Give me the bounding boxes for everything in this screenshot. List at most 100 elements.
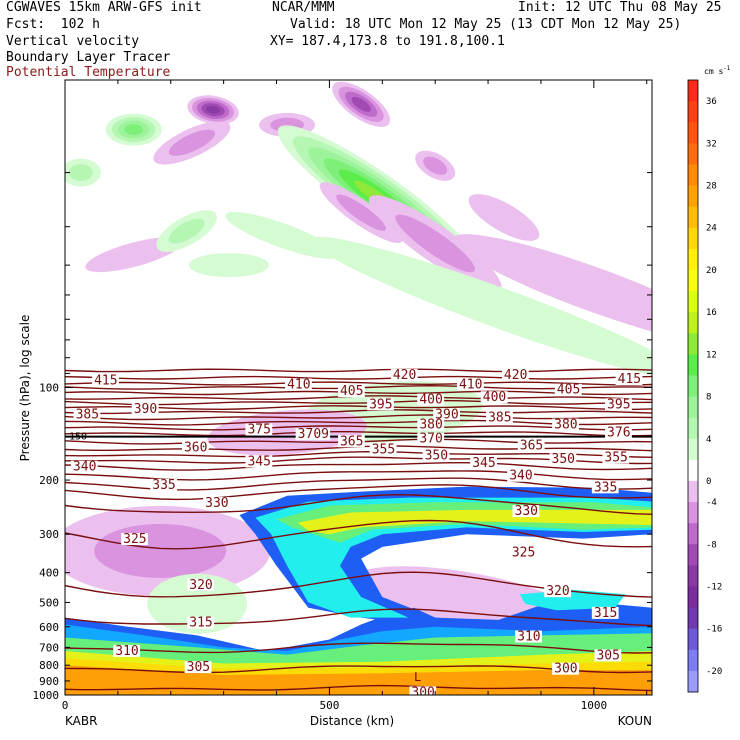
theta-label: 365	[340, 434, 363, 449]
theta-label-bg	[369, 443, 397, 456]
colorbar-bin	[688, 417, 698, 440]
theta-label: 330	[205, 496, 228, 511]
velocity-contour	[395, 214, 475, 273]
colorbar-tick-label: 8	[706, 393, 711, 403]
theta-label-bg	[605, 426, 632, 439]
theta-label: 420	[504, 368, 527, 383]
y-tick-label: 1000	[33, 689, 60, 702]
org-label: NCAR/MMM	[272, 0, 335, 15]
colorbar-bin	[688, 670, 698, 693]
theta-label: 360	[184, 440, 207, 455]
theta-label: 315	[189, 616, 212, 631]
velocity-contour	[94, 523, 227, 578]
y-tick-label: 700	[39, 641, 59, 654]
colorbar-bin	[688, 269, 698, 292]
theta-label: 325	[512, 546, 535, 561]
right-endpoint-label: KOUN	[618, 714, 652, 728]
theta-label: 340	[73, 460, 96, 475]
theta-label-bg	[285, 378, 312, 391]
theta-label-bg	[245, 455, 273, 468]
theta-label-bg	[552, 662, 579, 675]
theta-label-bg	[544, 585, 572, 598]
theta-label: 345	[247, 455, 270, 470]
theta-label-bg	[113, 644, 141, 657]
theta-label-bg	[602, 451, 630, 464]
tropopause-label: 150	[69, 432, 87, 443]
colorbar-bin	[688, 143, 698, 165]
theta-label: 315	[594, 606, 617, 621]
theta-label: 380	[419, 418, 442, 433]
theta-label-bg	[615, 373, 643, 386]
theta-label: 340	[509, 469, 532, 484]
colorbar-frame	[687, 79, 699, 693]
velocity-contour	[168, 218, 205, 244]
colorbar-bin	[688, 565, 698, 587]
theta-label: 395	[607, 397, 630, 412]
theta-label-bg	[417, 393, 445, 406]
colorbar-bin	[688, 227, 698, 250]
theta-label-bg	[150, 478, 178, 491]
theta-label-bg	[470, 456, 497, 469]
theta-label: 365	[520, 439, 543, 454]
theta-label-bg	[512, 505, 540, 518]
y-tick-label: 800	[39, 659, 59, 672]
theta-label: 335	[152, 478, 175, 493]
theta-label-bg	[187, 616, 215, 629]
theta-label-bg	[507, 469, 535, 482]
field-vertical-velocity: Vertical velocity	[6, 34, 140, 49]
theta-label: 390	[134, 402, 157, 417]
colorbar-bin	[688, 185, 698, 208]
y-tick-label: 200	[39, 474, 59, 487]
theta-label-bg	[517, 439, 545, 452]
theta-label-bg	[121, 532, 148, 545]
theta-label-bg	[554, 383, 582, 396]
theta-label-bg	[480, 391, 508, 404]
colorbar-bin	[688, 480, 698, 503]
velocity-contour	[168, 129, 216, 156]
theta-label: 395	[369, 397, 392, 412]
theta-isentrope	[65, 405, 652, 411]
colorbar-tick-label: -12	[706, 582, 722, 592]
init-label: Init: 12 UTC Thu 08 May 25	[518, 0, 722, 15]
theta-label-bg	[337, 385, 365, 398]
colorbar-bin	[688, 122, 698, 144]
velocity-contour	[310, 236, 652, 379]
theta-label-bg	[181, 441, 209, 454]
colorbar-bin	[688, 438, 698, 461]
velocity-contour	[336, 194, 387, 231]
theta-label: 420	[393, 368, 416, 383]
colorbar-tick-label: 16	[706, 308, 717, 318]
colorbar-bin	[688, 459, 698, 482]
y-tick-label: 400	[39, 567, 59, 580]
theta-label: 355	[604, 451, 627, 466]
theta-label: 345	[472, 456, 495, 471]
theta-label-bg	[433, 408, 460, 421]
field-potential-temperature: Potential Temperature	[6, 65, 171, 80]
theta-label: 320	[189, 578, 212, 593]
theta-label: 300	[554, 662, 577, 677]
y-tick-label: 300	[39, 528, 59, 541]
theta-label: 410	[287, 378, 310, 393]
theta-isentrope	[65, 493, 652, 515]
theta-label-bg	[131, 402, 159, 415]
colorbar-tick-label: 4	[706, 435, 711, 445]
theta-label-bg	[390, 368, 418, 381]
left-endpoint-label: KABR	[65, 714, 97, 728]
theta-label-bg	[591, 606, 619, 619]
colorbar-bin	[688, 291, 698, 313]
theta-label: 375	[247, 422, 270, 437]
x-tick-label: 500	[319, 699, 339, 712]
theta-isentrope	[65, 608, 652, 627]
velocity-contour	[225, 211, 339, 259]
y-tick-label: 100	[39, 382, 59, 395]
theta-label: 415	[94, 373, 117, 388]
colorbar-tick-label: 12	[706, 350, 717, 360]
velocity-contour	[68, 164, 93, 181]
colorbar-bin	[688, 206, 698, 229]
theta-isentrope	[65, 375, 652, 380]
theta-label: 3709	[298, 427, 329, 442]
colorbar-tick-label: 20	[706, 266, 717, 276]
velocity-contour	[468, 194, 540, 241]
